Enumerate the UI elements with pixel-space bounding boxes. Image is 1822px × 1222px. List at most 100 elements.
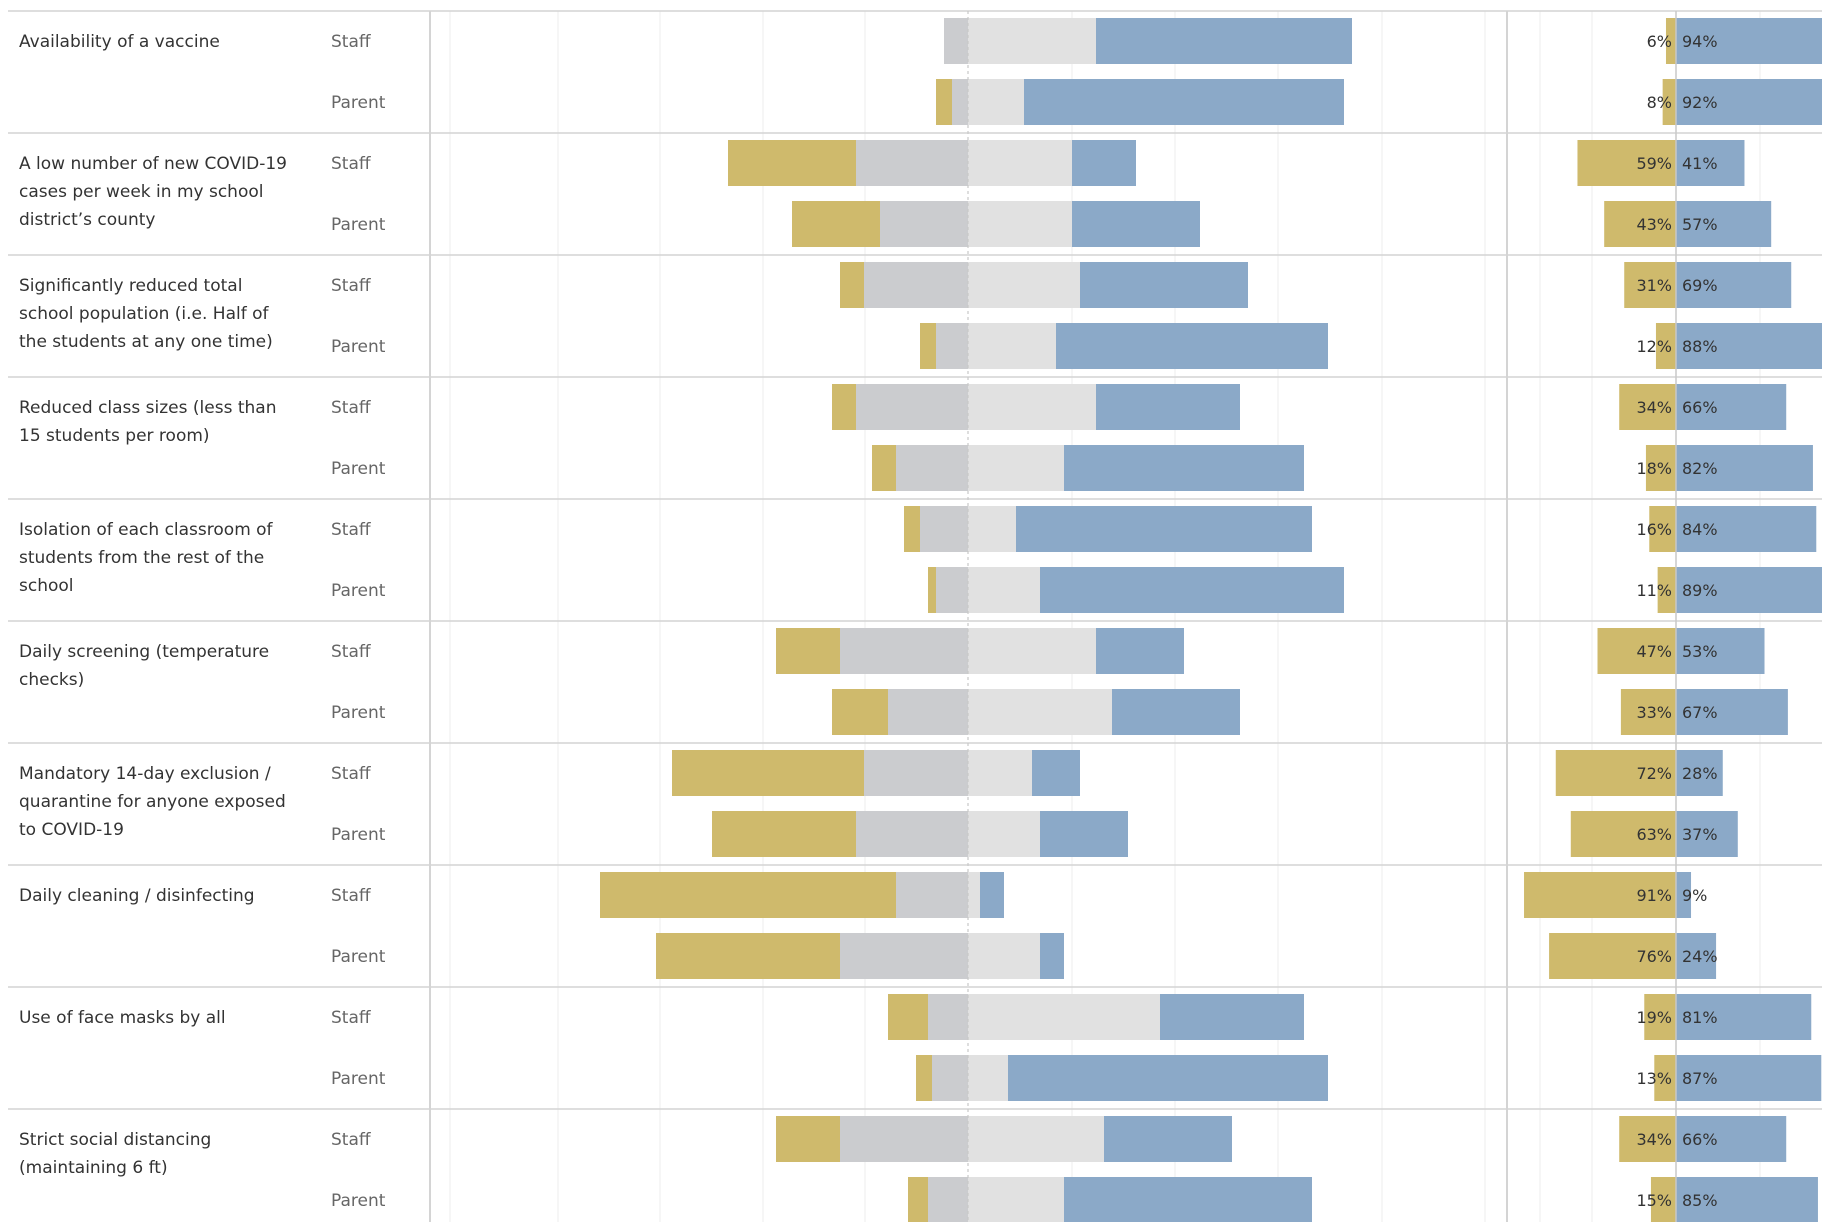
percent-bar-positive <box>1676 506 1817 552</box>
percent-label-negative: 34% <box>1636 398 1672 417</box>
percent-bar-positive <box>1676 811 1738 857</box>
category-label: A low number of new COVID-19 <box>19 154 287 174</box>
bar-segment-mild-negative <box>928 994 968 1040</box>
bar-segment-strong-negative <box>872 445 896 491</box>
group-label: Parent <box>331 215 386 235</box>
bar-segment-mild-negative <box>856 811 968 857</box>
bar-segment-mild-negative <box>932 1055 968 1101</box>
percent-bar-negative <box>1662 79 1676 125</box>
percent-bar-negative <box>1620 689 1676 735</box>
percent-label-positive: 67% <box>1682 703 1718 722</box>
category-label: (maintaining 6 ft) <box>19 1158 168 1178</box>
percent-label-negative: 59% <box>1636 154 1672 173</box>
percent-label-positive: 92% <box>1682 93 1718 112</box>
percent-bar-positive <box>1676 567 1822 613</box>
percent-label-negative: 19% <box>1636 1008 1672 1027</box>
percent-label-negative: 18% <box>1636 459 1672 478</box>
bar-segment-mild-negative <box>928 1177 968 1222</box>
percent-bar-negative <box>1650 1177 1676 1222</box>
group-label: Parent <box>331 93 386 113</box>
percent-bar-positive <box>1676 79 1822 125</box>
percent-bar-positive <box>1676 1116 1787 1162</box>
bar-segment-mild-negative <box>856 384 968 430</box>
bar-segment-mild-positive <box>968 1055 1008 1101</box>
percent-label-positive: 82% <box>1682 459 1718 478</box>
bar-segment-strong-negative <box>712 811 856 857</box>
percent-bar-positive <box>1676 445 1813 491</box>
category-label: 15 students per room) <box>19 426 210 446</box>
percent-label-positive: 87% <box>1682 1069 1718 1088</box>
axis-layer <box>429 11 1677 1222</box>
percent-bar-negative <box>1655 323 1676 369</box>
category-label: Daily screening (temperature <box>19 642 269 662</box>
bar-segment-mild-negative <box>864 262 968 308</box>
group-label: Parent <box>331 581 386 601</box>
percent-bar-negative <box>1619 384 1676 430</box>
bar-segment-strong-negative <box>832 689 888 735</box>
percent-label-positive: 81% <box>1682 1008 1718 1027</box>
bar-segment-strong-negative <box>776 1116 840 1162</box>
category-label: quarantine for anyone exposed <box>19 792 286 812</box>
percent-bar-negative <box>1624 262 1676 308</box>
category-label: district’s county <box>19 210 155 230</box>
bar-segment-mild-positive <box>968 262 1080 308</box>
category-label: school population (i.e. Half of <box>19 304 270 324</box>
bar-segment-strong-positive <box>1080 262 1248 308</box>
percent-bar-negative <box>1570 811 1676 857</box>
percent-bar-positive <box>1676 689 1788 735</box>
bar-segment-mild-positive <box>968 1177 1064 1222</box>
percent-label-positive: 41% <box>1682 154 1718 173</box>
percent-label-negative: 76% <box>1636 947 1672 966</box>
bar-segment-strong-negative <box>888 994 928 1040</box>
percent-bar-negative <box>1555 750 1676 796</box>
bar-segment-mild-negative <box>936 567 968 613</box>
bar-segment-strong-positive <box>1064 445 1304 491</box>
category-label: cases per week in my school <box>19 182 263 202</box>
group-label: Staff <box>331 520 372 540</box>
percent-label-positive: 66% <box>1682 1130 1718 1149</box>
percent-label-negative: 13% <box>1636 1069 1672 1088</box>
percent-bar-negative <box>1619 1116 1676 1162</box>
category-label: Use of face masks by all <box>19 1008 226 1028</box>
group-label: Parent <box>331 1191 386 1211</box>
bar-segment-mild-negative <box>936 323 968 369</box>
percent-bar-positive <box>1676 994 1812 1040</box>
bar-segment-mild-positive <box>968 750 1032 796</box>
bar-segment-mild-negative <box>920 506 968 552</box>
bar-segment-strong-negative <box>672 750 864 796</box>
percent-bar-positive <box>1676 323 1822 369</box>
percent-bars-layer <box>1524 18 1822 1222</box>
category-label: the students at any one time) <box>19 332 273 352</box>
bar-segment-strong-positive <box>1160 994 1304 1040</box>
group-label: Parent <box>331 703 386 723</box>
bar-segment-strong-positive <box>1024 79 1344 125</box>
bar-segment-mild-negative <box>840 1116 968 1162</box>
percent-bar-negative <box>1657 567 1676 613</box>
bar-segment-strong-positive <box>1016 506 1312 552</box>
bar-segment-mild-positive <box>968 384 1096 430</box>
bar-segment-mild-positive <box>968 811 1040 857</box>
bar-segment-strong-negative <box>908 1177 928 1222</box>
category-label: checks) <box>19 670 84 690</box>
category-label: Strict social distancing <box>19 1130 211 1150</box>
percent-bar-negative <box>1665 18 1676 64</box>
percent-label-negative: 12% <box>1636 337 1672 356</box>
bar-segment-strong-negative <box>792 201 880 247</box>
percent-label-negative: 91% <box>1636 886 1672 905</box>
bar-segment-mild-negative <box>864 750 968 796</box>
bar-segment-strong-positive <box>1096 384 1240 430</box>
percent-label-positive: 57% <box>1682 215 1718 234</box>
percent-bar-negative <box>1604 201 1676 247</box>
percent-bar-negative <box>1524 872 1676 918</box>
percent-bar-positive <box>1676 384 1787 430</box>
percent-label-positive: 53% <box>1682 642 1718 661</box>
percent-label-negative: 15% <box>1636 1191 1672 1210</box>
category-label: Mandatory 14-day exclusion / <box>19 764 271 784</box>
bar-segment-strong-positive <box>1056 323 1328 369</box>
category-label: Availability of a vaccine <box>19 32 220 52</box>
bar-segment-strong-negative <box>840 262 864 308</box>
bar-segment-mild-positive <box>968 689 1112 735</box>
bar-segment-mild-negative <box>952 79 968 125</box>
percent-bar-negative <box>1654 1055 1676 1101</box>
bar-segment-strong-negative <box>600 872 896 918</box>
